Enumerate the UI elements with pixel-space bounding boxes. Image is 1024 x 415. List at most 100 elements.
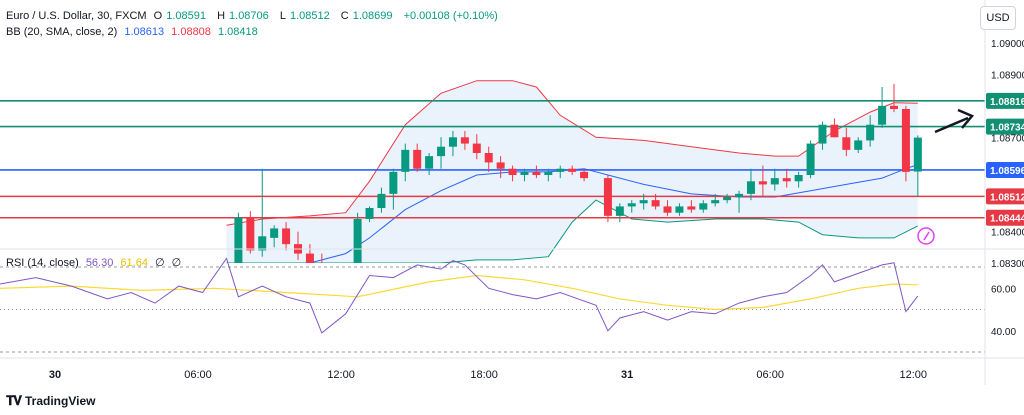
candle-body-51 [878,106,886,125]
price-tick-3: 1.08400 [991,228,1024,239]
candle-body-11 [389,172,397,194]
candle-body-41 [759,181,767,184]
candle-body-33 [664,206,672,212]
candle-body-10 [377,194,385,208]
price-tick-0: 1.09000 [991,39,1024,50]
candle-body-9 [366,208,374,219]
candle-body-45 [807,144,815,175]
rsi-extra-2: ∅ [172,257,182,269]
candle-body-0 [234,217,242,263]
candle-body-3 [270,228,278,237]
candle-body-14 [425,156,433,169]
candle-body-24 [544,172,552,175]
candle-body-49 [854,140,862,149]
level-label-2: 1.08596 [990,166,1024,177]
rsi-ma-line [0,276,918,310]
tradingview-brand: 𝐓𝐕 TradingView [6,393,95,409]
time-tick-3: 18:00 [470,369,498,381]
level-label-1: 1.08734 [990,123,1024,134]
rsi-line [0,259,918,333]
candle-body-1 [246,217,254,250]
rsi-legend: RSI (14, close) 56.30 61.64 ∅ ∅ [6,256,185,269]
c-label: C [341,10,349,22]
candle-body-29 [616,206,624,215]
candle-body-27 [580,172,588,178]
bb-label: BB (20, SMA, close, 2) [6,26,117,38]
level-label-0: 1.08816 [990,97,1024,108]
candle-body-34 [675,206,683,212]
candle-body-54 [914,138,922,172]
candle-body-35 [687,206,695,209]
candle-body-38 [723,197,731,200]
candle-body-18 [473,144,481,153]
candle-body-6 [306,254,314,263]
l-value: 1.08512 [290,10,330,22]
candle-body-13 [413,150,421,169]
candle-body-23 [532,172,540,175]
candle-body-46 [818,125,826,144]
candle-body-50 [866,125,874,141]
time-tick-2: 12:00 [327,369,355,381]
price-tick-1: 1.08900 [991,70,1024,81]
time-tick-1: 06:00 [184,369,212,381]
bb-mid-value: 1.08613 [124,26,164,38]
currency-button[interactable]: USD [980,6,1016,30]
candle-body-30 [628,203,636,206]
candle-body-25 [556,169,564,172]
o-label: O [154,10,163,22]
candle-body-28 [604,178,612,216]
rsi-ma-value: 61.64 [120,257,148,269]
bb-legend: BB (20, SMA, close, 2) 1.08613 1.08808 1… [6,26,262,38]
candle-body-12 [401,150,409,172]
level-label-3: 1.08512 [990,192,1024,203]
symbol-title: Euro / U.S. Dollar, 30, FXCM [6,10,147,22]
candle-body-26 [568,169,576,172]
candle-body-2 [258,236,266,250]
candle-body-17 [461,137,469,143]
candle-body-47 [830,125,838,138]
candle-body-16 [449,137,457,146]
rsi-tick-1: 40.00 [991,327,1016,338]
price-tick-2: 1.08700 [991,133,1024,144]
chart-canvas[interactable]: 1.08816 1.08734 1.08596 1.08512 1.08444 1.09… [0,0,1024,415]
candle-body-48 [842,137,850,150]
candle-body-52 [890,106,898,109]
candle-body-44 [795,175,803,181]
candle-body-22 [520,172,528,175]
candle-body-4 [282,228,290,244]
h-value: 1.08706 [229,10,269,22]
h-label: H [217,10,225,22]
o-value: 1.08591 [166,10,206,22]
annotations [918,110,972,244]
candle-body-20 [497,162,505,168]
symbol-legend: Euro / U.S. Dollar, 30, FXCM O 1.08591 H1… [6,10,502,22]
time-tick-5: 06:00 [756,369,784,381]
price-tick-4: 1.08300 [991,259,1024,270]
bb-upper-value: 1.08808 [171,26,211,38]
rsi-value: 56.30 [86,257,114,269]
candle-body-36 [699,203,707,209]
c-value: 1.08699 [353,10,393,22]
time-tick-4: 31 [621,369,633,381]
candle-body-40 [747,181,755,194]
candle-body-39 [735,194,743,197]
rsi-tick-0: 60.00 [991,284,1016,295]
change-value: +0.00108 (+0.10%) [404,10,498,22]
candle-body-32 [652,200,660,206]
candle-body-43 [783,178,791,181]
time-tick-6: 12:00 [899,369,927,381]
candle-body-19 [485,153,493,162]
candle-body-21 [509,169,517,175]
rsi-extra-1: ∅ [155,257,165,269]
rsi-pane [0,259,985,353]
candle-body-7 [318,263,326,276]
level-label-4: 1.08444 [990,214,1024,225]
candle-body-53 [902,109,910,172]
candle-body-37 [711,200,719,203]
candle-body-15 [437,147,445,156]
tradingview-logo-icon: 𝐓𝐕 [6,393,21,409]
candle-body-31 [640,200,648,203]
l-label: L [280,10,286,22]
brand-name: TradingView [25,394,95,408]
bb-lower-value: 1.08418 [218,26,258,38]
